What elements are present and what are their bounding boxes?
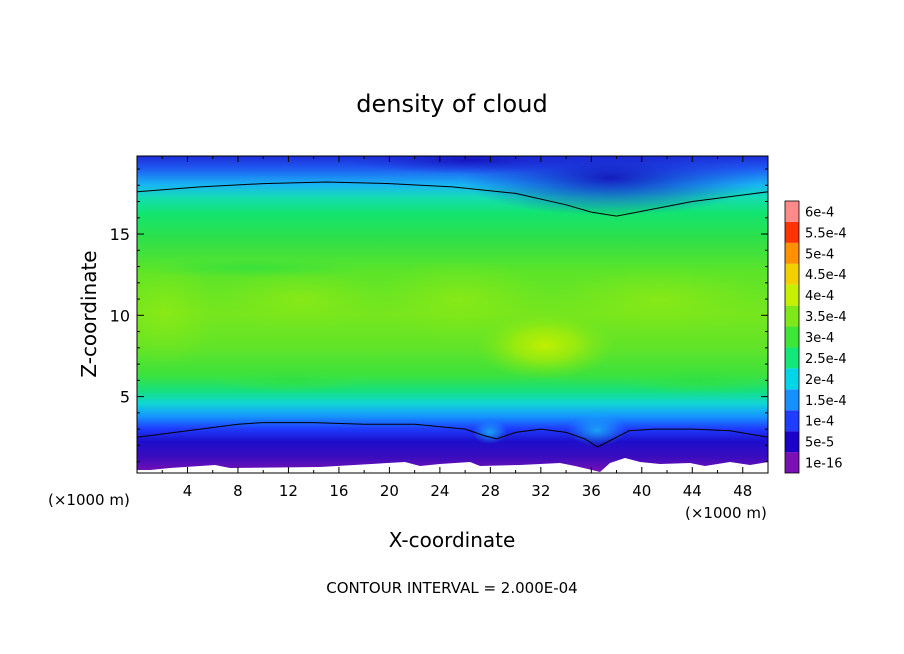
x-unit-label: (×1000 m) [48, 491, 130, 509]
plot-frame [136, 155, 769, 474]
contour-interval-note: CONTOUR INTERVAL = 2.000E-04 [326, 579, 577, 597]
colorbar-swatch [785, 452, 799, 473]
colorbar-label: 1e-4 [805, 415, 834, 430]
colorbar-label: 5.5e-4 [805, 226, 847, 241]
terrain-mask [137, 458, 768, 473]
colorbar-swatch [785, 284, 799, 306]
colorbar-swatch [785, 410, 799, 432]
colorbar-label: 1e-16 [805, 457, 843, 472]
colorbar-label: 4e-4 [805, 289, 834, 304]
y-axis: 5 10 15 [110, 168, 768, 463]
colorbar-swatch [785, 221, 799, 243]
colorbar-swatch [785, 305, 799, 327]
colorbar-swatch [785, 242, 799, 264]
contour-lines [137, 181, 768, 448]
y-tick-label: 15 [110, 225, 130, 244]
x-tick-label: 32 [531, 482, 550, 500]
colorbar-label: 5e-5 [805, 436, 834, 451]
x-tick-label: 4 [183, 482, 193, 500]
x-axis: 4 8 12 16 20 24 28 32 36 40 44 48 [161, 156, 752, 500]
x-tick-label: 16 [329, 482, 348, 500]
colorbar-label: 5e-4 [805, 247, 834, 262]
colorbar-label: 3.5e-4 [805, 310, 847, 325]
colorbar-label: 2e-4 [805, 373, 834, 388]
x-tick-label: 24 [430, 482, 449, 500]
x-tick-label: 48 [733, 482, 752, 500]
contour-line-upper [137, 181, 768, 217]
colorbar-swatch [785, 347, 799, 369]
colorbar-label: 6e-4 [805, 205, 834, 220]
density-field [137, 156, 768, 473]
colorbar-frame [784, 200, 800, 474]
colorbar-swatch [785, 326, 799, 348]
colorbar-swatch [785, 389, 799, 411]
colorbar-label: 1.5e-4 [805, 394, 847, 409]
y-tick-label: 5 [120, 388, 130, 407]
x-tick-label: 8 [233, 482, 243, 500]
x-unit-label-right: (×1000 m) [685, 504, 767, 522]
x-tick-label: 12 [279, 482, 298, 500]
colorbar-label: 3e-4 [805, 331, 834, 346]
x-axis-label: X-coordinate [389, 528, 516, 552]
x-tick-label: 20 [380, 482, 399, 500]
y-axis-label: Z-coordinate [77, 250, 101, 377]
y-tick-label: 10 [110, 306, 130, 325]
colorbar-swatch [785, 263, 799, 285]
x-tick-label: 44 [683, 482, 702, 500]
contour-line-lower [137, 422, 768, 448]
x-tick-label: 40 [632, 482, 651, 500]
colorbar-label: 4.5e-4 [805, 268, 847, 283]
chart-title: density of cloud [356, 90, 547, 118]
colorbar-swatch [785, 201, 799, 222]
colorbar-swatch [785, 431, 799, 453]
colorbar-swatch [785, 368, 799, 390]
colorbar-label: 2.5e-4 [805, 352, 847, 367]
colorbar: 1e-16 5e-5 1e-4 1.5e-4 2e-4 2.5e-4 3e-4 3.5e-4 4… [784, 200, 847, 474]
x-tick-label: 36 [582, 482, 601, 500]
x-tick-label: 28 [481, 482, 500, 500]
